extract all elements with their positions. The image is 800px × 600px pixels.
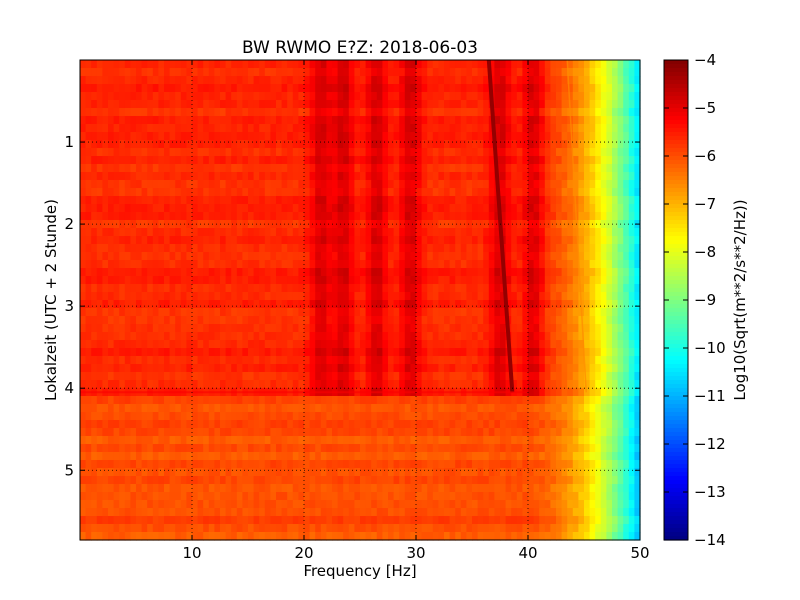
- chart-title: BW RWMO E?Z: 2018-06-03: [242, 38, 478, 58]
- colorbar-ticks: −4 −5 −6 −7 −8 −9 −10 −11 −12 −13 −14: [664, 51, 726, 549]
- colorbar-tick-label: −6: [694, 147, 716, 165]
- colorbar-tick-label: −7: [694, 195, 716, 213]
- y-tick-label: 3: [64, 297, 74, 315]
- colorbar-tick-label: −13: [694, 483, 726, 501]
- y-tick-label: 1: [64, 133, 74, 151]
- colorbar-tick-label: −9: [694, 291, 716, 309]
- colorbar-tick-label: −4: [694, 51, 716, 69]
- x-axis-ticks: 10 20 30 40 50: [182, 60, 650, 562]
- colorbar-label: Log10(Sqrt(m**2/s**2/Hz)): [731, 199, 749, 400]
- colorbar: [664, 60, 688, 541]
- spectrogram-heatmap: [80, 59, 641, 541]
- colorbar-tick-label: −11: [694, 387, 726, 405]
- drifting-tone-line: [486, 59, 515, 393]
- colorbar-tick-label: −5: [694, 99, 716, 117]
- y-tick-label: 5: [64, 461, 74, 479]
- x-tick-label: 40: [518, 544, 537, 562]
- x-tick-label: 10: [182, 544, 201, 562]
- faint-tone-line: [566, 59, 587, 393]
- y-axis-ticks: 1 2 3 4 5: [64, 133, 640, 479]
- colorbar-tick-label: −12: [694, 435, 726, 453]
- y-axis-label: Lokalzeit (UTC + 2 Stunde): [42, 199, 60, 401]
- x-axis-label: Frequency [Hz]: [303, 562, 416, 580]
- grid-lines: [80, 60, 640, 540]
- x-tick-label: 20: [294, 544, 313, 562]
- colorbar-tick-label: −14: [694, 531, 726, 549]
- x-tick-label: 50: [630, 544, 649, 562]
- plot-frame: [79, 59, 641, 541]
- colorbar-tick-label: −8: [694, 243, 716, 261]
- y-tick-label: 4: [64, 379, 74, 397]
- x-tick-label: 30: [406, 544, 425, 562]
- colorbar-tick-label: −10: [694, 339, 726, 357]
- y-tick-label: 2: [64, 215, 74, 233]
